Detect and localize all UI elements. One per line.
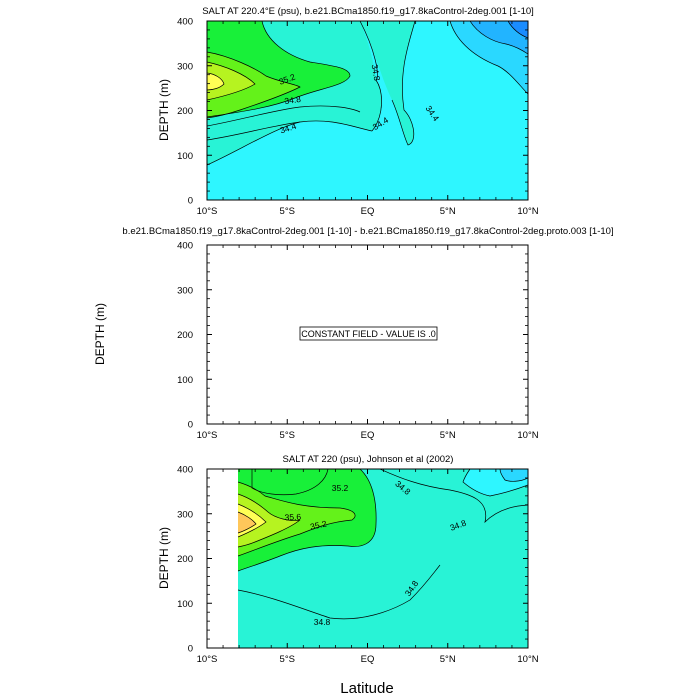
panel1-ylabel: DEPTH (m) — [157, 79, 171, 141]
y-tick-label: 0 — [188, 196, 193, 207]
panel1-fill-blue-mid — [470, 21, 528, 54]
contour-label-halo — [0, 0, 10, 2]
figure-xlabel: Latitude — [340, 680, 393, 697]
y-tick-label: 200 — [177, 106, 193, 117]
panel-observed-salinity: SALT AT 220 (psu), Johnson et al (2002) — [0, 0, 539, 666]
panel3-contour-label: 35.2 — [309, 518, 328, 531]
x-tick-label: 5°S — [280, 430, 295, 441]
panel1-axes: 10°S 5°S EQ 5°N 10°N 0 100 200 300 400 — [177, 17, 539, 218]
contour-label-halo — [0, 0, 10, 2]
contour-label-halo — [0, 0, 10, 2]
x-tick-label: 5°N — [440, 206, 456, 217]
panel3-ylabel: DEPTH (m) — [157, 527, 171, 589]
contour-label-halo — [0, 0, 10, 2]
panel3-fill-green-cap — [252, 469, 328, 495]
y-tick-label: 200 — [177, 554, 193, 565]
panel1-title: SALT AT 220.4°E (psu), b.e21.BCma1850.f1… — [202, 6, 534, 17]
y-tick-label: 300 — [177, 285, 193, 296]
x-tick-label: 10°S — [197, 430, 218, 441]
panel3-fill-green-light — [238, 482, 356, 556]
x-tick-label: EQ — [361, 654, 375, 665]
y-tick-label: 300 — [177, 61, 193, 72]
y-tick-label: 100 — [177, 151, 193, 162]
x-tick-label: 10°N — [517, 430, 538, 441]
panel3-contour-label: 35.6 — [284, 512, 301, 523]
panel1-fill-cyan — [207, 21, 528, 200]
panel1-contour-label: 34.8 — [370, 63, 383, 81]
x-tick-label: 5°S — [280, 654, 295, 665]
panel1-fill-lime — [207, 62, 255, 100]
panel2-annotation-box — [299, 326, 438, 341]
contour-label-halo — [0, 0, 10, 2]
panel3-missing-data-area — [207, 469, 238, 648]
panel2-annotation: CONSTANT FIELD - VALUE IS .0 — [301, 329, 436, 339]
y-tick-label: 100 — [177, 599, 193, 610]
y-tick-label: 400 — [177, 465, 193, 476]
panel1-contour-label: 34.8 — [284, 94, 302, 106]
y-tick-label: 0 — [188, 420, 193, 431]
y-tick-label: 100 — [177, 375, 193, 386]
x-tick-label: EQ — [361, 430, 375, 441]
contour-label-halo — [0, 0, 10, 2]
panel3-fill-lime — [238, 494, 300, 547]
panel3-axes: 10°S 5°S EQ 5°N 10°N 0 100 200 300 400 — [177, 465, 539, 666]
contour-label-halo — [0, 0, 10, 2]
panel3-contour-label: 34.8 — [314, 617, 331, 627]
x-tick-label: 10°N — [517, 654, 538, 665]
x-tick-label: 5°N — [440, 430, 456, 441]
panel3-fill-orange — [238, 512, 256, 533]
contour-label-halo — [0, 0, 10, 2]
x-tick-label: 10°S — [197, 206, 218, 217]
y-tick-label: 400 — [177, 241, 193, 252]
contour-label-halo — [0, 0, 10, 2]
panel3-contour-label: 35.2 — [332, 483, 349, 493]
panel1-contour-field — [207, 21, 528, 200]
y-tick-label: 0 — [188, 644, 193, 655]
panel3-contour-field — [237, 469, 528, 648]
panel3-contour-lines — [237, 469, 528, 620]
panel1-contour-lines — [207, 21, 528, 166]
contour-label-halo — [0, 0, 10, 2]
panel3-fill-blue-light — [500, 469, 528, 482]
x-tick-label: 10°N — [517, 206, 538, 217]
panel-model-salinity: SALT AT 220.4°E (psu), b.e21.BCma1850.f1… — [0, 0, 539, 218]
panel2-title: b.e21.BCma1850.f19_g17.8kaControl-2deg.0… — [122, 226, 613, 237]
panel3-title: SALT AT 220 (psu), Johnson et al (2002) — [283, 454, 454, 465]
panel-difference: b.e21.BCma1850.f19_g17.8kaControl-2deg.0… — [93, 226, 614, 441]
x-tick-label: EQ — [361, 206, 375, 217]
y-tick-label: 400 — [177, 17, 193, 28]
y-tick-label: 200 — [177, 330, 193, 341]
panel1-fill-yellow — [207, 73, 224, 90]
panel2-ylabel: DEPTH (m) — [93, 303, 107, 365]
y-tick-label: 300 — [177, 509, 193, 520]
panel1-fill-blue-deep — [508, 21, 528, 38]
contour-label-halo — [0, 0, 10, 2]
x-tick-label: 5°N — [440, 654, 456, 665]
x-tick-label: 5°S — [280, 206, 295, 217]
x-tick-label: 10°S — [197, 654, 218, 665]
panel2-axes: 10°S 5°S EQ 5°N 10°N 0 100 200 300 400 — [177, 241, 539, 442]
panel1-contour-label: 34.4 — [279, 121, 298, 136]
contour-label-halo — [0, 0, 10, 2]
contour-label-halo — [0, 0, 10, 2]
